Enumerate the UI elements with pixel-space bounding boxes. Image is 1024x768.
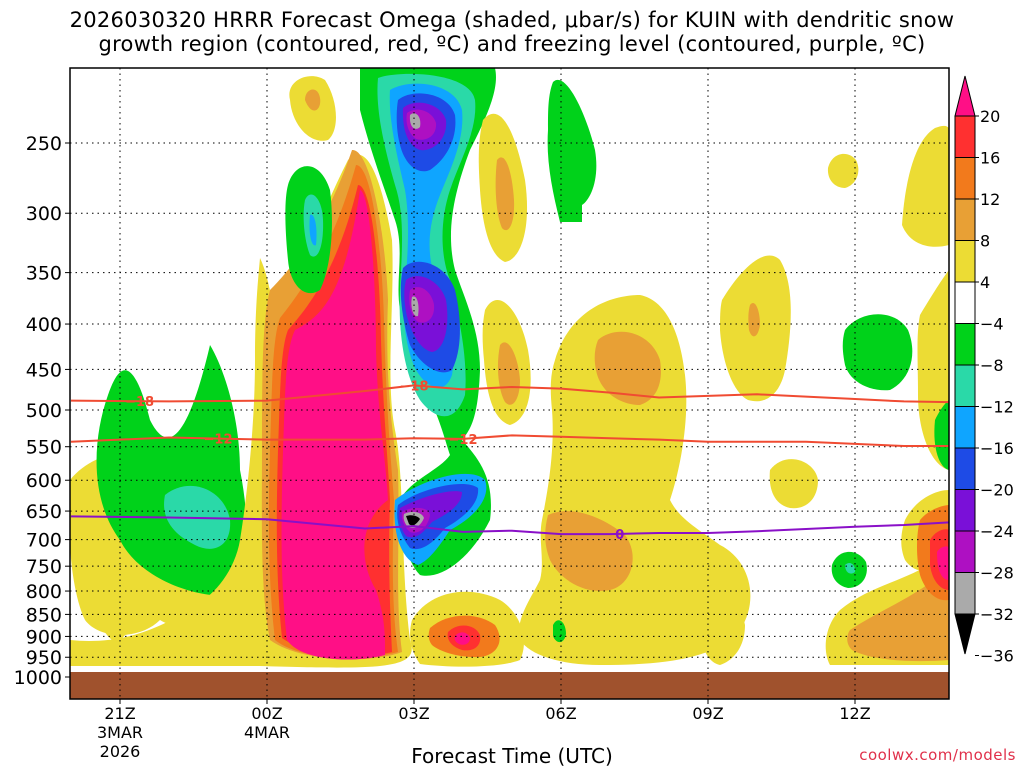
omega-region [594, 331, 661, 405]
colorbar-label: −12 [980, 398, 1014, 417]
omega-region [309, 214, 317, 246]
x-axis-label: Forecast Time (UTC) [411, 744, 613, 768]
omega-region [305, 89, 321, 111]
x-tick-label: 4MAR [244, 723, 290, 742]
y-tick-label: 600 [26, 470, 62, 492]
y-tick-label: 450 [26, 359, 62, 381]
grid [70, 68, 949, 699]
colorbar-label: −4 [980, 315, 1004, 334]
plot-frame [69, 67, 950, 700]
omega-region [495, 157, 515, 231]
omega-region [902, 125, 949, 247]
x-tick-label: 2026 [100, 742, 141, 761]
y-tick-label: 800 [26, 581, 62, 603]
colorbar-label: −16 [980, 439, 1014, 458]
x-tick-label: 21Z [104, 704, 135, 723]
y-tick-label: 750 [26, 556, 62, 578]
colorbar-label: 20 [980, 107, 1000, 126]
contour-label: −12 [449, 433, 478, 448]
omega-region [406, 515, 420, 526]
credit-text: coolwx.com/models [859, 746, 1016, 764]
omega-region [847, 570, 949, 662]
x-tick-label: 09Z [692, 704, 723, 723]
omega-region [547, 79, 597, 222]
x-tick-label: 06Z [545, 704, 576, 723]
omega-region [845, 562, 856, 574]
omega-region [497, 342, 520, 405]
contour-line--12 [70, 434, 949, 448]
y-axis-ticks: 2503003504004505005506006507007508008509… [14, 133, 70, 689]
contour-line-0 [70, 515, 949, 536]
colorbar-label: 16 [980, 149, 1000, 168]
colorbar-swatch [954, 447, 976, 490]
y-tick-label: 300 [26, 203, 62, 225]
x-tick-label: 00Z [251, 704, 282, 723]
x-tick-label: 12Z [839, 704, 870, 723]
omega-region [842, 314, 913, 391]
colorbar-swatch [954, 157, 976, 200]
colorbar-label: −20 [980, 481, 1014, 500]
omega-region [827, 153, 859, 188]
contour-line--18 [70, 384, 949, 404]
colorbar-label: −32 [980, 605, 1014, 624]
colorbar-swatch [954, 572, 976, 615]
y-tick-label: 400 [26, 314, 62, 336]
chart-title-line1: 2026030320 HRRR Forecast Omega (shaded, … [69, 8, 955, 32]
omega-region [934, 400, 949, 470]
omega-region [454, 632, 470, 645]
colorbar-label: −8 [980, 356, 1004, 375]
colorbar-label: −24 [980, 522, 1014, 541]
ground-band [70, 672, 949, 699]
omega-shading [70, 68, 949, 699]
y-tick-label: 1000 [14, 667, 62, 689]
omega-region [409, 113, 421, 129]
y-tick-label: 550 [26, 437, 62, 459]
y-tick-label: 650 [26, 501, 62, 523]
y-tick-label: 500 [26, 400, 62, 422]
contour-label: −12 [204, 433, 233, 448]
colorbar-swatch [954, 406, 976, 449]
colorbar-swatch [954, 115, 976, 158]
colorbar-swatch [954, 240, 976, 283]
y-tick-label: 900 [26, 626, 62, 648]
y-tick-label: 350 [26, 263, 62, 285]
contour-label: −18 [125, 395, 154, 410]
omega-region [553, 620, 566, 643]
x-tick-label: 03Z [398, 704, 429, 723]
colorbar-swatch [954, 198, 976, 241]
y-tick-label: 850 [26, 604, 62, 626]
contour-label: 0 [615, 528, 624, 543]
x-tick-label: 3MAR [97, 723, 143, 742]
omega-region [769, 459, 818, 509]
omega-region [937, 546, 949, 580]
y-tick-label: 250 [26, 133, 62, 155]
omega-region [411, 296, 419, 317]
colorbar: 20 16 12 8 4 −4 −8 −12 −16 −20 −24 −28 −32 −36 [954, 75, 1014, 666]
y-tick-label: 950 [26, 647, 62, 669]
colorbar-swatch [954, 281, 976, 324]
colorbar-label: 12 [980, 190, 1000, 209]
y-tick-label: 700 [26, 530, 62, 552]
contour-label: −18 [400, 379, 429, 394]
colorbar-swatch [954, 530, 976, 573]
colorbar-label: −28 [980, 564, 1014, 583]
omega-region [545, 511, 633, 591]
omega-region [281, 190, 388, 660]
colorbar-swatch [954, 364, 976, 407]
chart-title-line2: growth region (contoured, red, ºC) and f… [98, 32, 926, 56]
colorbar-label: 8 [980, 232, 990, 251]
colorbar-label: 4 [980, 273, 990, 292]
colorbar-swatch [954, 489, 976, 532]
colorbar-swatch [954, 323, 976, 366]
colorbar-label: −36 [980, 647, 1014, 666]
colorbar-cap-top [954, 75, 976, 117]
omega-region [748, 302, 760, 337]
colorbar-cap-bottom [954, 613, 976, 655]
temperature-contours: −18 −18 −12 −12 0 [70, 379, 949, 543]
omega-region [97, 568, 134, 641]
omega-region [699, 602, 745, 665]
